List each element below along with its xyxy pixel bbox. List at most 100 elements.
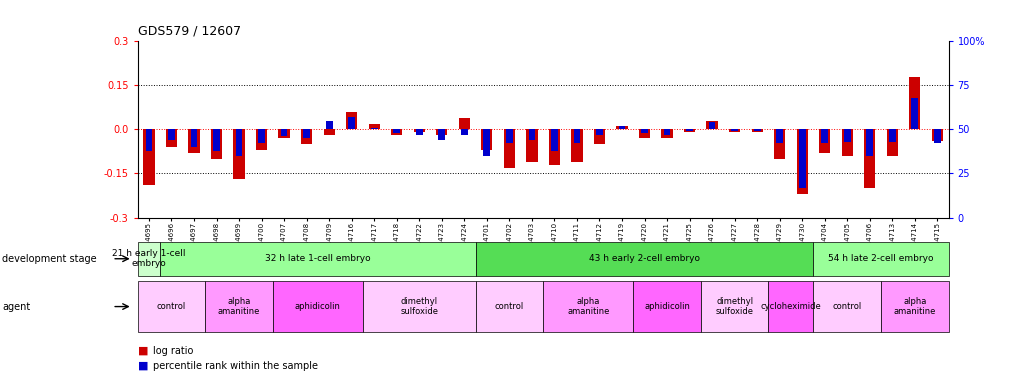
Text: development stage: development stage — [2, 254, 97, 264]
Bar — [345, 112, 357, 129]
Bar — [888, 129, 895, 142]
Bar — [258, 129, 265, 144]
Bar — [347, 117, 355, 129]
Bar — [571, 129, 582, 162]
Text: dimethyl
sulfoxide: dimethyl sulfoxide — [399, 297, 438, 316]
Bar — [911, 98, 917, 129]
Bar — [166, 129, 177, 147]
Bar — [205, 281, 273, 332]
Bar — [933, 129, 940, 144]
Text: ■: ■ — [138, 346, 148, 355]
Bar — [168, 129, 174, 140]
Bar — [633, 281, 700, 332]
Bar — [813, 281, 880, 332]
Bar — [660, 129, 672, 138]
Bar — [233, 129, 245, 179]
Bar — [368, 123, 379, 129]
Bar — [146, 129, 152, 150]
Bar — [729, 129, 740, 132]
Bar — [843, 129, 850, 142]
Text: aphidicolin: aphidicolin — [294, 302, 340, 311]
Text: percentile rank within the sample: percentile rank within the sample — [153, 361, 318, 370]
Bar — [505, 129, 513, 144]
Bar — [273, 281, 363, 332]
Bar — [930, 129, 942, 141]
Text: GDS579 / 12607: GDS579 / 12607 — [138, 24, 240, 38]
Text: 54 h late 2-cell embryo: 54 h late 2-cell embryo — [827, 254, 932, 263]
Bar — [880, 281, 948, 332]
Bar — [138, 242, 160, 276]
Bar — [663, 129, 669, 135]
Bar — [475, 281, 542, 332]
Bar — [638, 129, 649, 138]
Bar — [235, 129, 243, 156]
Bar — [475, 242, 813, 276]
Bar — [798, 129, 805, 188]
Bar — [526, 129, 537, 162]
Text: 32 h late 1-cell embryo: 32 h late 1-cell embryo — [265, 254, 370, 263]
Bar — [593, 129, 604, 144]
Bar — [160, 242, 475, 276]
Bar — [213, 129, 220, 150]
Bar — [550, 129, 557, 150]
Text: control: control — [832, 302, 861, 311]
Bar — [503, 129, 515, 168]
Bar — [211, 129, 222, 159]
Text: agent: agent — [2, 302, 31, 312]
Text: alpha
amanitine: alpha amanitine — [218, 297, 260, 316]
Text: alpha
amanitine: alpha amanitine — [893, 297, 935, 316]
Bar — [371, 128, 377, 129]
Text: aphidicolin: aphidicolin — [643, 302, 689, 311]
Text: 21 h early 1-cell
embryo: 21 h early 1-cell embryo — [112, 249, 185, 268]
Bar — [731, 129, 738, 131]
Bar — [325, 121, 332, 129]
Bar — [548, 129, 559, 165]
Bar — [753, 129, 760, 131]
Bar — [301, 129, 312, 144]
Bar — [686, 129, 692, 131]
Bar — [708, 122, 714, 129]
Bar — [573, 129, 580, 144]
Bar — [363, 281, 475, 332]
Bar — [908, 76, 919, 129]
Bar — [414, 129, 425, 132]
Bar — [595, 129, 602, 135]
Bar — [751, 129, 762, 132]
Bar — [481, 129, 492, 150]
Text: cycloheximide: cycloheximide — [760, 302, 820, 311]
Bar — [886, 129, 897, 156]
Text: log ratio: log ratio — [153, 346, 194, 355]
Bar — [641, 129, 647, 133]
Bar — [542, 281, 633, 332]
Bar — [865, 129, 872, 156]
Bar — [818, 129, 829, 153]
Bar — [813, 242, 948, 276]
Text: dimethyl
sulfoxide: dimethyl sulfoxide — [715, 297, 753, 316]
Bar — [278, 129, 289, 138]
Bar — [820, 129, 827, 144]
Bar — [775, 129, 783, 144]
Bar — [796, 129, 807, 194]
Bar — [461, 129, 468, 135]
Bar — [256, 129, 267, 150]
Bar — [393, 129, 399, 133]
Text: alpha
amanitine: alpha amanitine — [567, 297, 608, 316]
Bar — [390, 129, 401, 135]
Text: 43 h early 2-cell embryo: 43 h early 2-cell embryo — [588, 254, 699, 263]
Bar — [615, 126, 627, 129]
Bar — [280, 129, 287, 136]
Bar — [700, 281, 767, 332]
Bar — [618, 126, 625, 129]
Bar — [684, 129, 695, 132]
Bar — [303, 129, 310, 138]
Text: control: control — [494, 302, 524, 311]
Bar — [416, 129, 422, 135]
Bar — [323, 129, 334, 135]
Text: control: control — [157, 302, 185, 311]
Text: ■: ■ — [138, 361, 148, 370]
Bar — [841, 129, 852, 156]
Bar — [483, 129, 490, 156]
Bar — [438, 129, 444, 140]
Bar — [144, 129, 155, 185]
Bar — [706, 121, 717, 129]
